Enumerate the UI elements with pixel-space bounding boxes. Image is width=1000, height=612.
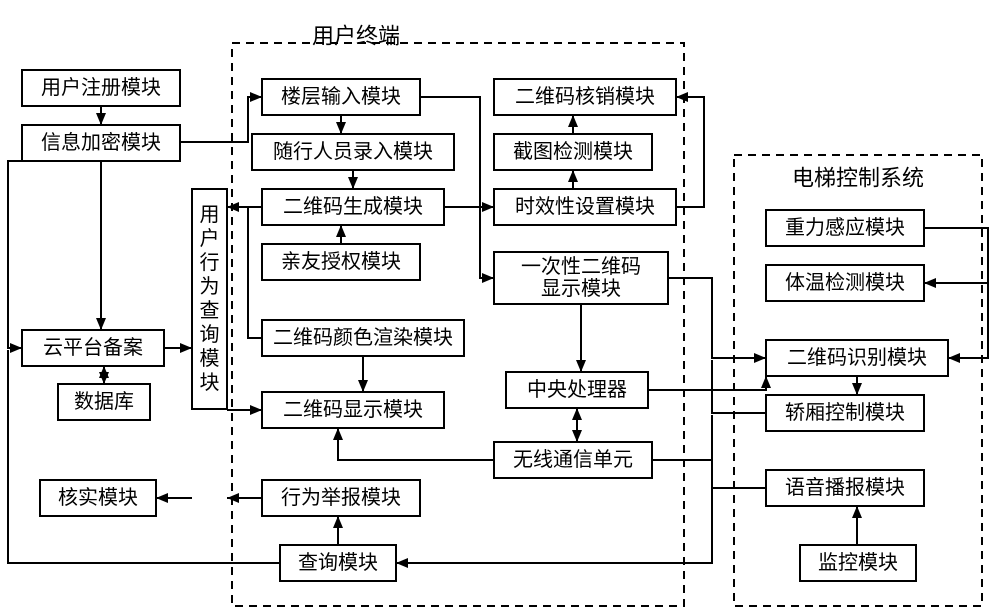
box-label: 用户注册模块 <box>41 76 161 99</box>
box-label: 二维码颜色渲染模块 <box>273 326 453 349</box>
box-label: 二维码显示模块 <box>283 398 423 421</box>
box-label: 块 <box>200 371 220 394</box>
box-label: 数据库 <box>74 390 134 413</box>
box-label: 二维码生成模块 <box>283 195 423 218</box>
box-label: 显示模块 <box>541 277 621 300</box>
box-label: 重力感应模块 <box>785 216 905 239</box>
box-label: 为 <box>200 275 220 298</box>
box-label: 询 <box>200 323 220 346</box>
box-label: 行 <box>200 251 220 274</box>
box-label: 时效性设置模块 <box>515 195 655 218</box>
group-label: 用户终端 <box>312 24 400 49</box>
box-label: 行为举报模块 <box>281 486 401 509</box>
box-label: 云平台备案 <box>43 336 143 359</box>
box-label: 查询模块 <box>298 551 378 574</box>
box-label: 轿厢控制模块 <box>785 401 905 424</box>
box-label: 二维码识别模块 <box>787 346 927 369</box>
box-label: 核实模块 <box>58 486 138 509</box>
box-label: 亲友授权模块 <box>281 250 401 273</box>
box-label: 用 <box>200 204 220 226</box>
box-label: 二维码核销模块 <box>515 85 655 108</box>
box-label: 语音播报模块 <box>785 476 905 499</box>
box-label: 截图检测模块 <box>513 140 633 163</box>
box-label: 模 <box>200 347 220 370</box>
box-label: 监控模块 <box>818 551 898 574</box>
box-label: 查 <box>200 299 220 322</box>
box-label: 信息加密模块 <box>41 131 161 154</box>
box-label: 随行人员录入模块 <box>273 140 433 163</box>
box-label: 无线通信单元 <box>513 448 633 471</box>
box-label: 楼层输入模块 <box>281 85 401 108</box>
group-label: 电梯控制系统 <box>792 166 924 191</box>
box-label: 一次性二维码 <box>521 255 641 278</box>
box-label: 体温检测模块 <box>785 271 905 294</box>
box-label: 户 <box>200 227 220 250</box>
box-label: 中央处理器 <box>527 378 627 401</box>
